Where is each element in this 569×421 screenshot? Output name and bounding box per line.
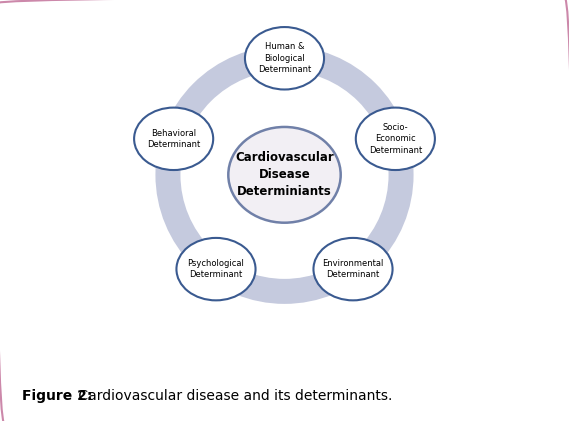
Text: Figure 2:: Figure 2: [22,389,93,403]
Text: Environmental
Determinant: Environmental Determinant [322,259,384,280]
Text: Behavioral
Determinant: Behavioral Determinant [147,128,200,149]
Ellipse shape [134,108,213,170]
Text: Cardiovascular
Disease
Determiniants: Cardiovascular Disease Determiniants [235,151,334,198]
Ellipse shape [228,127,341,223]
Ellipse shape [356,108,435,170]
Ellipse shape [314,238,393,300]
Text: Psychological
Determinant: Psychological Determinant [188,259,245,280]
Text: Human &
Biological
Determinant: Human & Biological Determinant [258,43,311,74]
Ellipse shape [176,238,255,300]
Text: Cardiovascular disease and its determinants.: Cardiovascular disease and its determina… [74,389,393,403]
Ellipse shape [245,27,324,90]
Text: Socio-
Economic
Determinant: Socio- Economic Determinant [369,123,422,155]
